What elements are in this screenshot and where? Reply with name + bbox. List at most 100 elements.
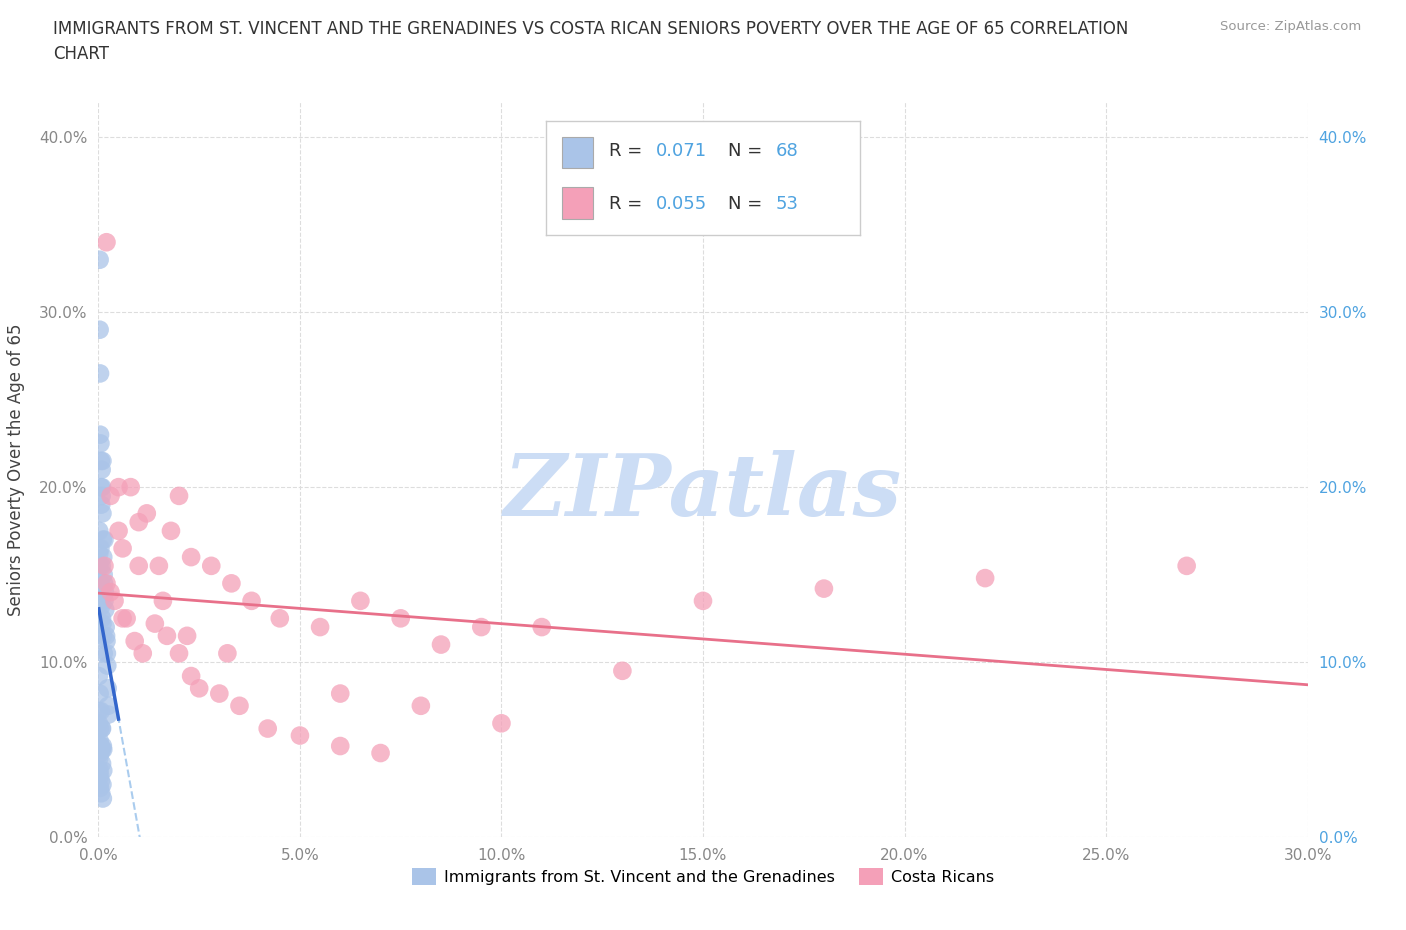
Point [90, 462, 112, 477]
Y-axis label: Seniors Poverty Over the Age of 65: Seniors Poverty Over the Age of 65 [7, 324, 25, 616]
Point [91, 742, 114, 757]
Point [91, 506, 114, 521]
Point [180, 669, 202, 684]
Point [89, 780, 111, 795]
Point [208, 686, 231, 701]
Point [107, 480, 129, 495]
Point [93, 593, 115, 608]
Point [89, 546, 111, 561]
Point [91, 454, 114, 469]
Point [93, 532, 115, 547]
Point [91, 756, 114, 771]
Point [89, 738, 111, 753]
Point [128, 514, 150, 529]
Point [156, 629, 179, 644]
Point [93, 558, 115, 573]
Point [93, 567, 115, 582]
Point [96, 658, 118, 673]
Point [96, 576, 118, 591]
Point [612, 663, 634, 678]
Point [692, 593, 714, 608]
Text: CHART: CHART [53, 45, 110, 62]
Point [974, 571, 997, 586]
Text: ZIPatlas: ZIPatlas [503, 450, 903, 534]
Point [160, 524, 183, 538]
Point [89, 576, 111, 591]
Point [470, 619, 492, 634]
Point [111, 611, 134, 626]
Point [240, 593, 263, 608]
Point [89, 751, 111, 765]
Point [91, 738, 114, 753]
Point [91, 777, 114, 792]
Point [89, 366, 111, 381]
Point [91, 480, 114, 495]
Point [256, 721, 278, 736]
Point [90, 721, 112, 736]
Point [530, 619, 553, 634]
Point [167, 488, 190, 503]
Point [288, 728, 311, 743]
Point [180, 550, 202, 565]
Point [91, 611, 114, 626]
Point [89, 686, 111, 701]
Point [96, 633, 118, 648]
Point [329, 738, 352, 753]
Point [107, 524, 129, 538]
Point [97, 698, 120, 713]
Point [167, 646, 190, 661]
Point [100, 585, 122, 600]
Point [94, 602, 117, 617]
Point [188, 681, 211, 696]
Point [103, 593, 125, 608]
Point [90, 498, 112, 512]
Point [135, 506, 157, 521]
Point [115, 611, 138, 626]
Point [111, 541, 134, 556]
Point [90, 454, 112, 469]
Point [93, 576, 115, 591]
Point [94, 629, 117, 644]
Point [89, 252, 111, 267]
Point [91, 550, 114, 565]
Text: Source: ZipAtlas.com: Source: ZipAtlas.com [1220, 20, 1361, 33]
Point [91, 617, 114, 631]
Point [94, 585, 117, 600]
Point [91, 742, 114, 757]
Point [409, 698, 432, 713]
Point [128, 558, 150, 573]
Point [90, 480, 112, 495]
Point [90, 738, 112, 753]
Point [97, 681, 120, 696]
Point [132, 646, 155, 661]
Point [228, 698, 250, 713]
Point [87, 716, 110, 731]
Point [1175, 558, 1198, 573]
Point [143, 617, 166, 631]
Point [96, 234, 118, 249]
Point [221, 576, 243, 591]
Point [430, 637, 453, 652]
Point [148, 558, 170, 573]
Point [124, 633, 146, 648]
Point [94, 619, 117, 634]
Point [90, 488, 112, 503]
Point [269, 611, 291, 626]
Legend: Immigrants from St. Vincent and the Grenadines, Costa Ricans: Immigrants from St. Vincent and the Gren… [406, 862, 1000, 892]
Point [89, 734, 111, 749]
Point [89, 524, 111, 538]
Point [89, 764, 111, 778]
Point [90, 593, 112, 608]
Point [89, 427, 111, 442]
Point [89, 558, 111, 573]
Point [89, 746, 111, 761]
Point [309, 619, 332, 634]
Point [90, 774, 112, 789]
Point [217, 646, 239, 661]
Point [93, 646, 115, 661]
Point [89, 541, 111, 556]
Point [89, 768, 111, 783]
Point [120, 480, 142, 495]
Point [91, 629, 114, 644]
Point [90, 786, 112, 801]
